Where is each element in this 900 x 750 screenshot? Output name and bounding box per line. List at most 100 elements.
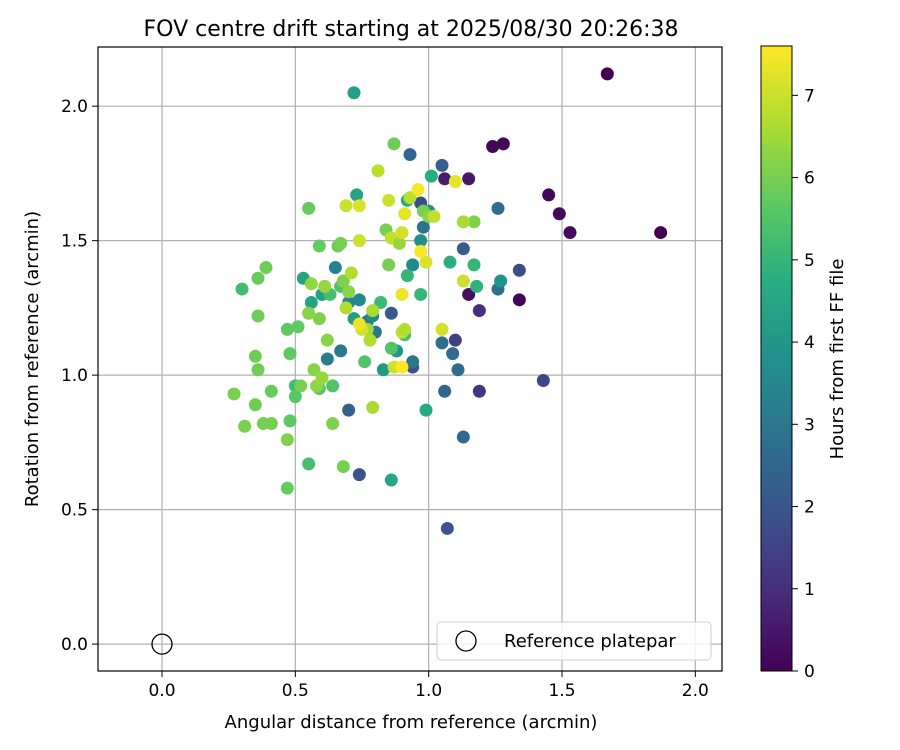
scatter-point <box>387 137 401 151</box>
scatter-point <box>342 403 356 417</box>
scatter-point <box>403 148 417 162</box>
scatter-point <box>462 172 476 186</box>
scatter-point <box>264 384 278 398</box>
scatter-point <box>363 333 377 347</box>
scatter-point <box>395 287 409 301</box>
scatter-point <box>438 172 452 186</box>
chart-title: FOV centre drift starting at 2025/08/30 … <box>144 17 679 42</box>
colorbar-gradient <box>760 45 793 672</box>
scatter-point <box>406 258 420 272</box>
scatter-point <box>467 215 481 229</box>
scatter-point <box>448 333 462 347</box>
scatter-point <box>443 255 457 269</box>
colorbar-tick-label: 0 <box>804 662 815 682</box>
scatter-point <box>486 140 500 154</box>
scatter-point <box>462 287 476 301</box>
scatter-point <box>600 67 614 81</box>
scatter-point <box>336 274 350 288</box>
scatter-point <box>302 201 316 215</box>
scatter-point <box>352 199 366 213</box>
scatter-point <box>435 158 449 172</box>
scatter-point <box>416 220 430 234</box>
scatter-point <box>440 521 454 535</box>
x-tick-label: 1.5 <box>548 681 575 701</box>
scatter-point <box>339 301 353 315</box>
scatter-point <box>326 379 340 393</box>
scatter-point <box>339 199 353 213</box>
scatter-point <box>334 344 348 358</box>
scatter-point <box>320 333 334 347</box>
y-axis-label: Rotation from reference (arcmin) <box>22 211 43 507</box>
scatter-point <box>307 363 321 377</box>
scatter-point <box>400 269 414 283</box>
scatter-point <box>395 360 409 374</box>
scatter-point <box>491 201 505 215</box>
scatter-point <box>496 137 510 151</box>
scatter-point <box>251 271 265 285</box>
scatter-point <box>435 322 449 336</box>
scatter-point <box>384 473 398 487</box>
scatter-point <box>259 261 273 275</box>
scatter-point <box>251 309 265 323</box>
x-axis-label: Angular distance from reference (arcmin) <box>225 712 598 733</box>
scatter-point <box>251 363 265 377</box>
scatter-point <box>414 244 428 258</box>
scatter-point <box>312 312 326 326</box>
scatter-point <box>512 293 526 307</box>
scatter-point <box>235 282 249 296</box>
scatter-point <box>472 384 486 398</box>
y-tick-label: 2.0 <box>61 97 88 117</box>
scatter-point <box>395 226 409 240</box>
scatter-point <box>288 390 302 404</box>
scatter-point <box>542 188 556 202</box>
scatter-point <box>280 322 294 336</box>
scatter-point <box>382 193 396 207</box>
scatter-point <box>448 174 462 188</box>
scatter-point <box>350 188 364 202</box>
scatter-point <box>352 317 366 331</box>
colorbar-tick-label: 4 <box>804 333 815 353</box>
scatter-point <box>424 169 438 183</box>
scatter-point <box>302 306 316 320</box>
scatter-point <box>248 398 262 412</box>
scatter-point <box>552 207 566 221</box>
legend-label: Reference platepar <box>504 631 676 652</box>
scatter-point <box>336 460 350 474</box>
scatter-point <box>318 279 332 293</box>
scatter-point <box>403 191 417 205</box>
scatter-point <box>512 263 526 277</box>
scatter-point <box>304 296 318 310</box>
scatter-point <box>304 277 318 291</box>
scatter-point <box>451 363 465 377</box>
scatter-point <box>398 322 412 336</box>
scatter-point <box>256 417 270 431</box>
reference-marker <box>151 633 173 655</box>
reference-point <box>151 633 173 655</box>
scatter-point <box>344 266 358 280</box>
scatter-point <box>291 320 305 334</box>
scatter-point <box>470 279 484 293</box>
scatter-point <box>347 86 361 100</box>
scatter-point <box>563 226 577 240</box>
y-tick-label: 0.0 <box>61 635 88 655</box>
scatter-point <box>427 209 441 223</box>
plot-frame <box>97 46 723 672</box>
scatter-point <box>384 306 398 320</box>
colorbar-label: Hours from first FF file <box>827 259 848 460</box>
x-tick-label: 2.0 <box>682 681 709 701</box>
y-tick-label: 0.5 <box>61 501 88 521</box>
scatter-point <box>419 403 433 417</box>
scatter-point <box>374 296 388 310</box>
scatter-point <box>456 430 470 444</box>
scatter-point <box>456 242 470 256</box>
x-axis-ticks: 0.0 0.5 1.0 1.5 2.0 <box>148 671 709 701</box>
scatter-point <box>467 258 481 272</box>
x-tick-label: 0.5 <box>282 681 309 701</box>
scatter-point <box>320 352 334 366</box>
scatter-point <box>334 236 348 250</box>
data-points <box>227 67 668 535</box>
scatter-point <box>302 457 316 471</box>
scatter-point <box>446 347 460 361</box>
colorbar-tick-label: 7 <box>804 86 815 106</box>
